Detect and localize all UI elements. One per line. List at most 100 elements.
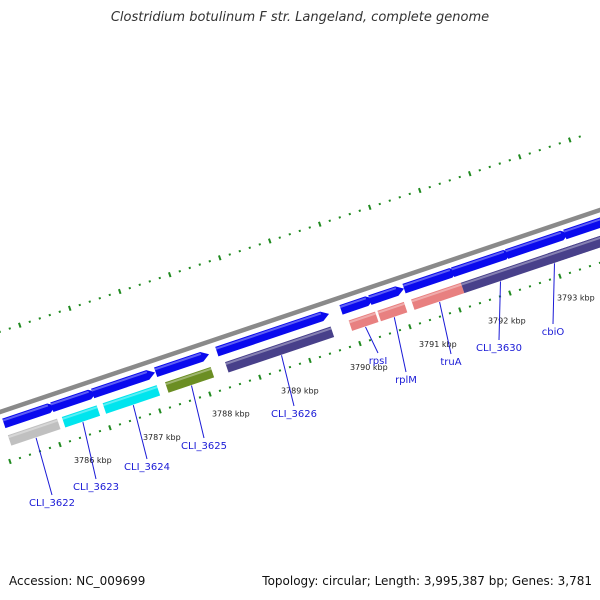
outer-tick — [258, 243, 262, 246]
gene-highlight — [368, 287, 397, 299]
gene-arrow-top[interactable] — [50, 389, 97, 412]
gene-highlight — [548, 236, 600, 257]
outer-tick — [98, 296, 102, 300]
gene-highlight — [563, 218, 600, 233]
gene-arrow-top[interactable] — [563, 207, 600, 240]
gene-block-bottom[interactable] — [102, 385, 161, 414]
gene-leader-line — [281, 355, 295, 407]
gene-block-bottom[interactable] — [61, 405, 101, 428]
gene-leader-line — [35, 437, 53, 496]
outer-tick — [288, 232, 292, 236]
inner-tick — [528, 285, 532, 288]
gene-highlight — [377, 302, 405, 314]
inner-tick — [548, 278, 552, 281]
gene-highlight — [225, 327, 332, 365]
outer-tick — [148, 280, 152, 283]
outer-tick — [18, 322, 22, 328]
outer-tick — [478, 169, 482, 172]
accession-value: NC_009699 — [76, 574, 146, 588]
inner-tick — [8, 458, 12, 465]
inner-tick — [588, 264, 592, 268]
inner-tick — [478, 301, 482, 305]
outer-tick — [218, 255, 222, 261]
kbp-tick-label: 3792 kbp — [488, 317, 526, 326]
gene-highlight — [2, 404, 49, 422]
outer-tick — [518, 154, 522, 160]
inner-tick — [538, 281, 542, 285]
outer-tick — [408, 192, 412, 196]
inner-tick — [28, 453, 32, 456]
gene-arrow-top[interactable] — [91, 370, 156, 399]
gene-highlight — [505, 231, 562, 253]
inner-tick — [48, 446, 52, 450]
gene-label[interactable]: rplM — [395, 375, 417, 386]
gene-arrow-top[interactable] — [215, 311, 330, 357]
gene-label[interactable]: CLI_3625 — [181, 441, 227, 452]
gene-arrow-top[interactable] — [505, 230, 570, 259]
inner-tick — [508, 290, 512, 296]
outer-tick — [38, 317, 42, 320]
outer-tick — [268, 238, 272, 244]
kbp-tick-label: 3787 kbp — [143, 433, 181, 442]
gene-block-bottom[interactable] — [377, 301, 408, 322]
inner-tick — [108, 425, 112, 431]
gene-arrow-top[interactable] — [339, 296, 375, 315]
gene-arrow-top[interactable] — [368, 286, 405, 305]
inner-tick — [278, 369, 282, 372]
outer-tick — [438, 182, 442, 186]
outer-tick — [278, 236, 282, 239]
gene-block-bottom[interactable] — [225, 326, 335, 373]
outer-tick — [328, 219, 332, 223]
gene-label[interactable]: rpsI — [369, 356, 388, 367]
footer-accession: Accession: NC_009699 — [9, 574, 145, 588]
gene-arrow-top[interactable] — [451, 249, 513, 278]
inner-tick — [428, 318, 432, 322]
outer-tick — [368, 204, 372, 211]
gene-label[interactable]: CLI_3630 — [476, 343, 522, 354]
kbp-tick-label: 3791 kbp — [419, 340, 457, 349]
gene-block-bottom[interactable] — [348, 311, 379, 331]
gene-arrow-top[interactable] — [2, 403, 57, 429]
gene-highlight — [348, 312, 376, 324]
inner-tick — [458, 307, 462, 313]
inner-tick — [228, 386, 232, 389]
gene-arrow-top[interactable] — [154, 351, 210, 378]
inner-tick — [568, 271, 572, 275]
gene-label[interactable]: CLI_3626 — [271, 409, 317, 420]
inner-tick — [578, 268, 582, 271]
gene-label[interactable]: cbiO — [542, 327, 565, 338]
bottom-strand-genes — [7, 223, 600, 446]
inner-tick — [418, 322, 422, 325]
gene-labels: CLI_3622 CLI_3623 CLI_3624 CLI_3625 CLI_3626… — [29, 263, 564, 509]
gene-arrow-top[interactable] — [402, 268, 459, 294]
outer-tick — [8, 327, 12, 330]
inner-tick — [298, 362, 302, 366]
gene-highlight — [451, 250, 505, 271]
outer-tick — [378, 202, 382, 206]
outer-tick — [158, 276, 162, 280]
kbp-labels: 3786 kbp 3787 kbp 3788 kbp 3789 kbp 3790 kbp… — [74, 293, 595, 465]
outer-tick — [88, 300, 92, 303]
footer-stats: Topology: circular; Length: 3,995,387 bp… — [262, 574, 592, 588]
inner-tick — [198, 396, 202, 399]
inner-tick — [78, 436, 82, 440]
genes-label: Genes: — [511, 574, 554, 588]
outer-tick — [528, 152, 532, 155]
gene-label[interactable]: CLI_3623 — [73, 482, 119, 493]
gene-block-bottom[interactable] — [165, 366, 215, 393]
gene-block-bottom[interactable] — [411, 282, 465, 310]
gene-label[interactable]: truA — [440, 357, 461, 368]
gene-block-bottom[interactable] — [547, 223, 600, 264]
outer-tick — [548, 145, 552, 148]
gene-label[interactable]: CLI_3624 — [124, 462, 170, 473]
gene-label[interactable]: CLI_3622 — [29, 498, 75, 509]
inner-tick — [218, 389, 222, 392]
gene-leader-line — [191, 385, 205, 439]
gene-highlight — [154, 352, 202, 371]
inner-tick — [308, 357, 312, 364]
outer-tick — [248, 246, 252, 249]
gene-block-bottom[interactable] — [7, 418, 61, 446]
outer-tick — [488, 165, 492, 169]
outer-tick — [48, 313, 52, 317]
